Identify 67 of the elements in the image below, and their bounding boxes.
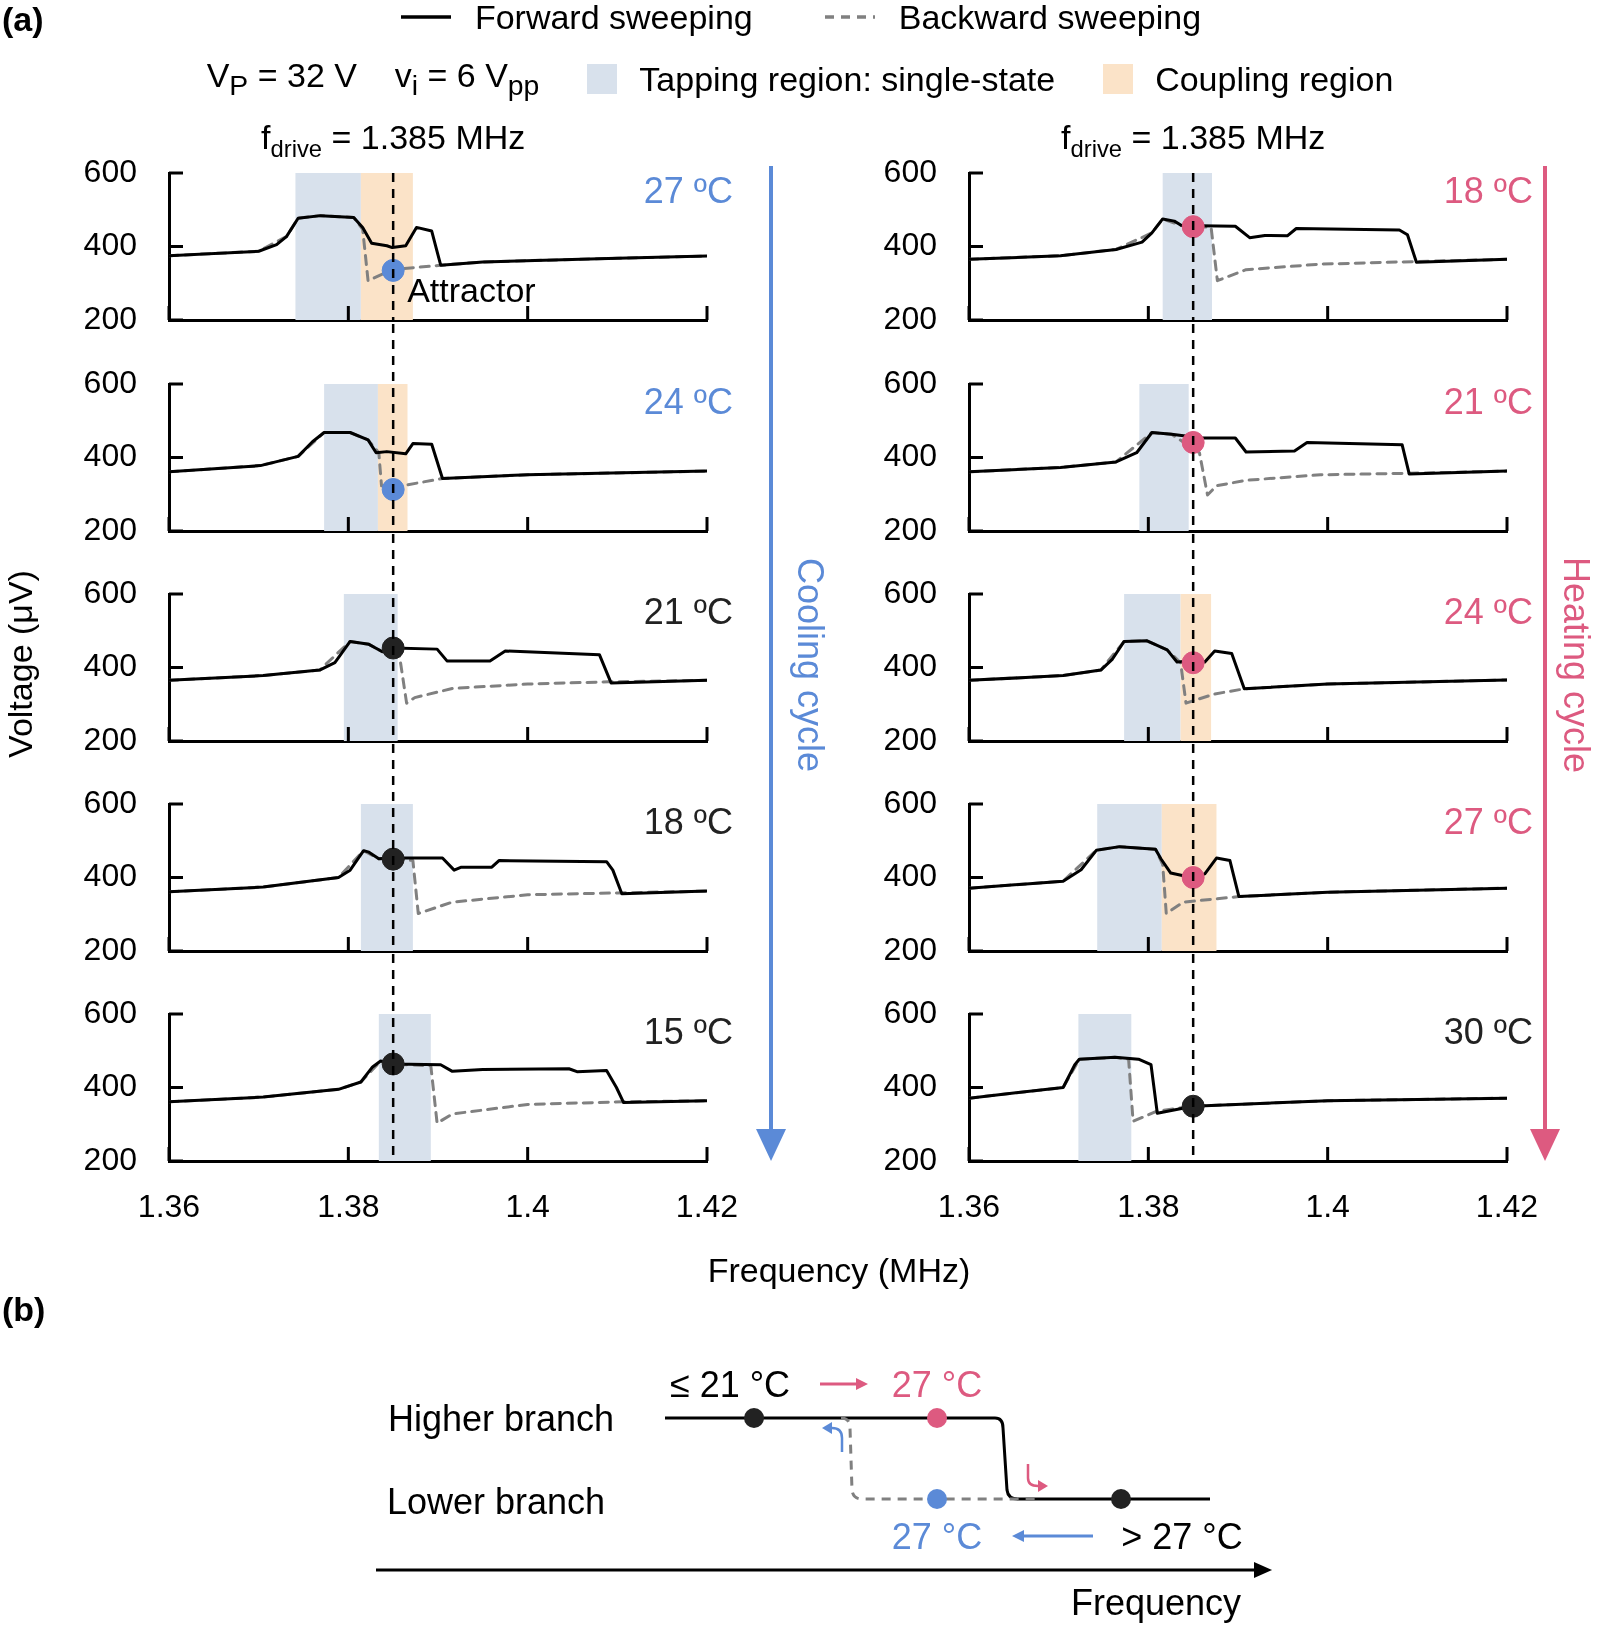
text: Frequency [1070, 1581, 1242, 1623]
x-axis-title: Frequency (MHz) [707, 1250, 971, 1290]
annotation: 24 ºC [643, 380, 734, 422]
annotation: 30 ºC [1443, 1010, 1534, 1052]
y-tick-label: 600 [883, 573, 937, 610]
y-tick-label: 200 [883, 720, 937, 757]
legend-label: Backward sweeping [898, 0, 1202, 37]
annotation: 15 ºC [643, 1010, 734, 1052]
text: Heating cycle [1555, 556, 1597, 774]
annotation: 27 ºC [1443, 800, 1534, 842]
x-tick-label: 1.42 [675, 1188, 739, 1225]
text: (b) [2, 1290, 46, 1329]
chart-title: (a) [2, 0, 44, 39]
y-axis-title: Voltage (μV) [0, 570, 40, 758]
y-tick-label: 200 [883, 299, 937, 336]
text: Lower branch [386, 1480, 606, 1522]
y-tick-label: 600 [883, 152, 937, 189]
text: Cooling cycle [789, 557, 831, 773]
x-tick-label: 1.42 [1475, 1188, 1539, 1225]
y-tick-label: 400 [83, 647, 137, 684]
y-tick-label: 400 [83, 1067, 137, 1104]
annotation: 21 ºC [1443, 380, 1534, 422]
y-tick-label: 400 [883, 1067, 937, 1104]
y-tick-label: 200 [83, 299, 137, 336]
text: 27 °C [891, 1515, 983, 1557]
x-tick-label: 1.36 [937, 1188, 1001, 1225]
y-tick-label: 600 [83, 573, 137, 610]
y-tick-label: 600 [83, 783, 137, 820]
y-tick-label: 600 [83, 152, 137, 189]
x-tick-label: 1.36 [137, 1188, 201, 1225]
annotation: 24 ºC [1443, 590, 1534, 632]
y-tick-label: 400 [883, 226, 937, 263]
annotation: 27 ºC [643, 169, 734, 211]
x-tick-label: 1.38 [1117, 1188, 1180, 1225]
y-tick-label: 200 [83, 720, 137, 757]
text: > 27 °C [1121, 1515, 1243, 1557]
y-tick-label: 600 [883, 993, 937, 1030]
y-tick-label: 200 [83, 510, 137, 547]
y-tick-label: 400 [83, 226, 137, 263]
y-tick-label: 400 [883, 857, 937, 894]
x-tick-label: 1.38 [317, 1188, 380, 1225]
y-tick-label: 400 [883, 437, 937, 474]
y-tick-label: 200 [883, 510, 937, 547]
y-tick-label: 600 [883, 783, 937, 820]
y-tick-label: 600 [883, 363, 937, 400]
annotation: Attractor [407, 270, 536, 309]
y-tick-label: 200 [883, 930, 937, 967]
annotation: 18 ºC [1443, 169, 1534, 211]
legend-label: Tapping region: single-state [639, 59, 1056, 99]
legend-label: Forward sweeping [474, 0, 753, 37]
y-tick-label: 600 [83, 363, 137, 400]
chart-subtitle: V$_{P}$ = 32 V v$_{i}$ = 6 V$_{pp}$ [206, 56, 540, 102]
annotation: 21 ºC [643, 590, 734, 632]
y-tick-label: 400 [883, 647, 937, 684]
y-tick-label: 200 [83, 1140, 137, 1177]
text: 27 °C [891, 1363, 983, 1405]
legend-label: Coupling region [1155, 59, 1394, 99]
text: Higher branch [387, 1397, 615, 1439]
y-tick-label: 200 [883, 1140, 937, 1177]
y-tick-label: 200 [83, 930, 137, 967]
y-tick-label: 600 [83, 993, 137, 1030]
x-tick-label: 1.4 [1305, 1188, 1350, 1225]
y-tick-label: 400 [83, 437, 137, 474]
annotation: 18 ºC [643, 800, 734, 842]
x-tick-label: 1.4 [505, 1188, 550, 1225]
y-tick-label: 400 [83, 857, 137, 894]
text: ≤ 21 °C [669, 1363, 791, 1405]
